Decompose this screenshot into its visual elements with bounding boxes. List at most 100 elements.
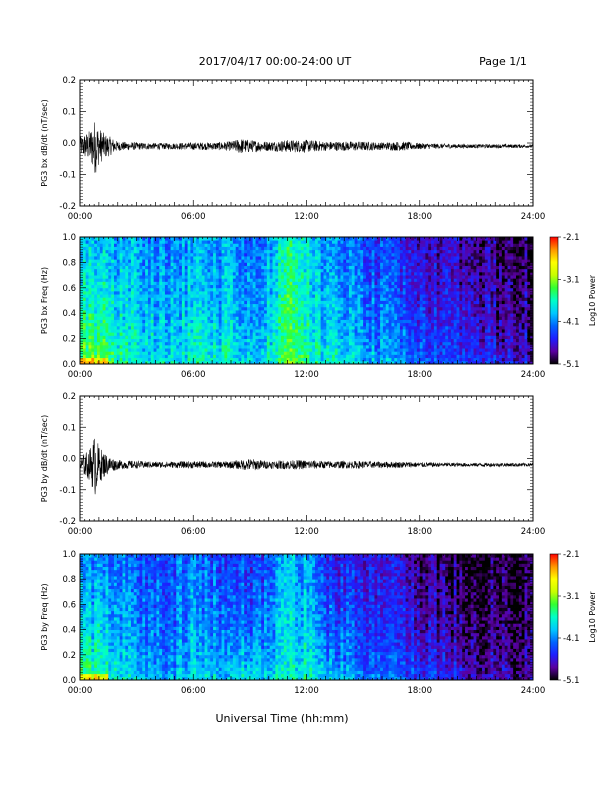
heatmap-cell — [215, 256, 220, 260]
heatmap-cell — [227, 297, 231, 301]
heatmap-cell — [113, 278, 118, 282]
heatmap-cell — [272, 310, 276, 314]
heatmap-cell — [170, 348, 174, 352]
heatmap-cell — [363, 294, 367, 298]
heatmap-cell — [382, 306, 387, 311]
heatmap-cell — [224, 297, 228, 301]
heatmap-cell — [278, 316, 282, 320]
heatmap-cell — [385, 306, 389, 311]
heatmap-cell — [272, 329, 276, 333]
heatmap-cell — [374, 243, 378, 247]
heatmap-cell — [193, 265, 197, 270]
heatmap-cell — [399, 338, 404, 343]
heatmap-cell — [207, 300, 211, 305]
heatmap-cell — [380, 284, 384, 289]
heatmap-cell — [162, 316, 166, 320]
heatmap-cell — [218, 360, 222, 365]
heatmap-cell — [218, 341, 222, 346]
heatmap-cell — [380, 265, 384, 270]
heatmap-cell — [105, 278, 109, 282]
heatmap-cell — [105, 256, 109, 260]
heatmap-cell — [96, 310, 101, 314]
heatmap-cell — [244, 284, 248, 289]
heatmap-cell — [113, 275, 118, 279]
heatmap-cell — [167, 313, 171, 317]
heatmap-cell — [300, 271, 305, 276]
heatmap-cell — [363, 297, 367, 301]
heatmap-cell — [99, 348, 104, 352]
heatmap-cell — [128, 360, 132, 365]
heatmap-cell — [374, 249, 378, 254]
heatmap-cell — [190, 252, 194, 257]
heatmap-cell — [210, 344, 214, 349]
heatmap-cell — [125, 275, 129, 279]
heatmap-cell — [147, 360, 152, 365]
heatmap-cell — [232, 332, 237, 336]
heatmap-cell — [181, 278, 186, 282]
heatmap-cell — [334, 341, 339, 346]
heatmap-cell — [91, 287, 95, 292]
heatmap-cell — [150, 351, 155, 355]
heatmap-cell — [371, 294, 375, 298]
heatmap-cell — [111, 351, 115, 355]
heatmap-cell — [232, 262, 237, 266]
heatmap-cell — [354, 319, 358, 324]
heatmap-cell — [351, 294, 356, 298]
heatmap-cell — [133, 278, 138, 282]
heatmap-cell — [309, 354, 313, 359]
heatmap-cell — [213, 357, 217, 362]
heatmap-cell — [275, 259, 279, 263]
heatmap-cell — [136, 268, 140, 273]
heatmap-cell — [99, 271, 104, 276]
heatmap-cell — [147, 348, 152, 352]
heatmap-cell — [408, 357, 412, 362]
heatmap-cell — [286, 265, 290, 270]
heatmap-cell — [159, 262, 163, 266]
heatmap-cell — [298, 348, 302, 352]
heatmap-cell — [196, 265, 200, 270]
heatmap-cell — [286, 329, 290, 333]
heatmap-cell — [320, 287, 324, 292]
heatmap-cell — [111, 306, 115, 311]
heatmap-cell — [241, 335, 245, 339]
heatmap-cell — [360, 360, 364, 365]
heatmap-cell — [85, 297, 89, 301]
heatmap-cell — [405, 360, 409, 365]
heatmap-cell — [354, 310, 358, 314]
heatmap-cell — [286, 262, 290, 266]
heatmap-cell — [82, 313, 87, 317]
heatmap-cell — [94, 256, 98, 260]
heatmap-cell — [329, 344, 333, 349]
heatmap-cell — [363, 268, 367, 273]
heatmap-cell — [374, 237, 378, 241]
heatmap-cell — [147, 357, 152, 362]
heatmap-cell — [136, 297, 140, 301]
heatmap-cell — [88, 354, 92, 359]
heatmap-cell — [198, 322, 203, 327]
heatmap-cell — [314, 252, 319, 257]
heatmap-cell — [230, 268, 234, 273]
heatmap-cell — [170, 275, 174, 279]
heatmap-cell — [125, 332, 129, 336]
heatmap-cell — [351, 290, 356, 295]
heatmap-cell — [292, 300, 296, 305]
heatmap-cell — [218, 275, 222, 279]
heatmap-cell — [365, 271, 370, 276]
heatmap-cell — [82, 300, 87, 305]
heatmap-cell — [261, 348, 265, 352]
heatmap-cell — [329, 306, 333, 311]
heatmap-cell — [249, 329, 254, 333]
heatmap-cell — [377, 313, 381, 317]
heatmap-cell — [371, 313, 375, 317]
heatmap-cell — [153, 348, 157, 352]
heatmap-cell — [382, 275, 387, 279]
heatmap-cell — [142, 341, 146, 346]
heatmap-cell — [374, 335, 378, 339]
heatmap-cell — [139, 243, 143, 247]
heatmap-cell — [261, 284, 265, 289]
heatmap-cell — [331, 338, 336, 343]
heatmap-cell — [176, 344, 180, 349]
heatmap-cell — [374, 329, 378, 333]
heatmap-cell — [337, 268, 341, 273]
heatmap-cell — [218, 249, 222, 254]
